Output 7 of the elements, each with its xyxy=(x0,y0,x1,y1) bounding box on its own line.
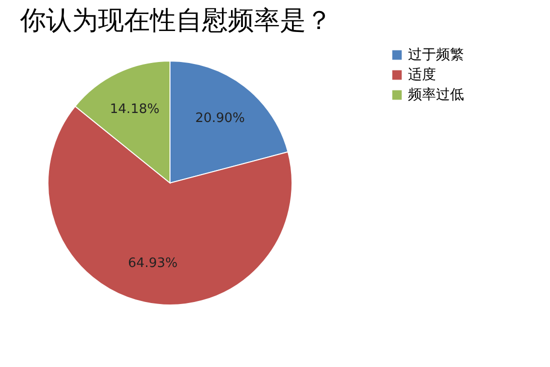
data-label: 20.90% xyxy=(195,111,245,126)
chart-title: 你认为现在性自慰频率是？ xyxy=(19,6,332,36)
data-label: 64.93% xyxy=(128,256,178,272)
legend-label: 适度 xyxy=(408,67,436,83)
legend-label: 过于频繁 xyxy=(408,47,464,63)
data-label: 14.18% xyxy=(110,102,160,117)
legend-label: 频率过低 xyxy=(408,87,464,103)
